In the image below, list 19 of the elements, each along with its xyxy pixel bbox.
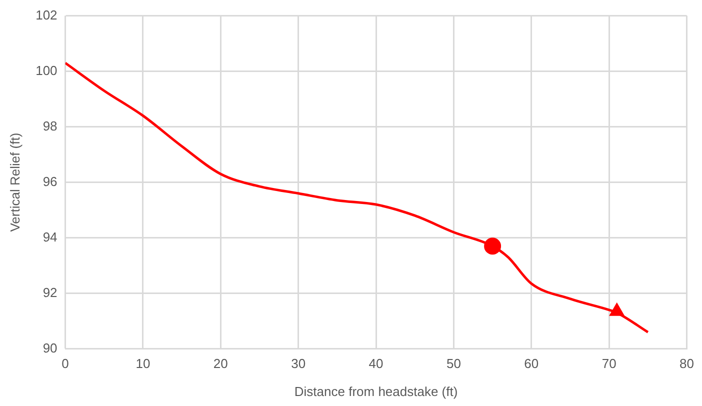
x-tick-label: 80 xyxy=(680,356,694,372)
y-tick-label: 92 xyxy=(42,284,58,300)
y-tick-label: 98 xyxy=(42,118,58,134)
y-tick-label: 96 xyxy=(42,174,58,189)
line-series xyxy=(65,62,650,334)
y-axis-title: Vertical Relief (ft) xyxy=(7,132,22,232)
y-tick-label: 102 xyxy=(36,7,58,22)
x-tick-label: 10 xyxy=(136,356,150,372)
x-tick-label: 70 xyxy=(602,356,616,372)
x-axis-title: Distance from headstake (ft) xyxy=(294,384,458,399)
y-tick-label: 90 xyxy=(42,340,58,356)
x-tick-label: 40 xyxy=(368,356,384,372)
x-tick-label: 60 xyxy=(524,356,539,372)
x-tick-label: 50 xyxy=(446,356,461,372)
x-tick-label: 0 xyxy=(62,356,69,372)
x-tick-label: 30 xyxy=(291,356,306,372)
y-tick-label: 94 xyxy=(42,229,58,244)
y-tick-label: 100 xyxy=(36,62,58,78)
x-tick-label: 20 xyxy=(213,356,228,372)
